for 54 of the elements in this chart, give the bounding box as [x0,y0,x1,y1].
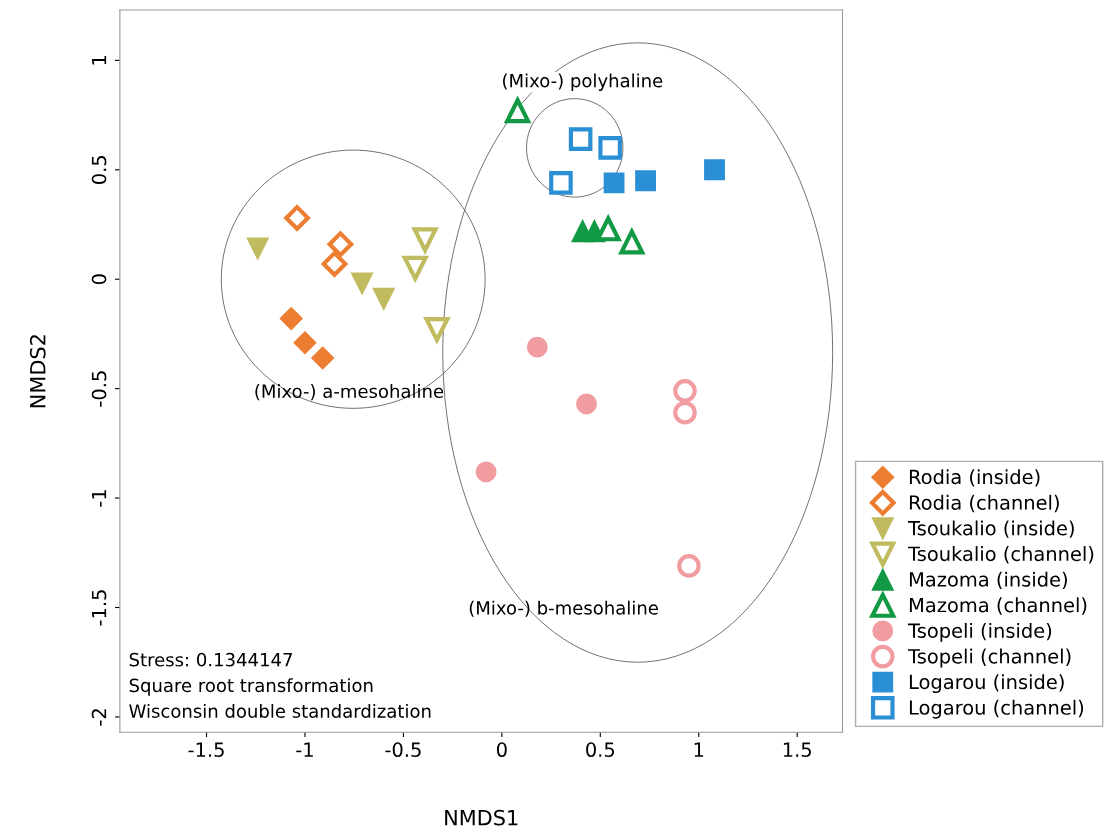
point [293,331,317,355]
point [311,346,335,370]
point [411,227,439,255]
legend-label: Logarou (channel) [909,699,1084,719]
point [673,400,697,425]
point [677,554,701,578]
point [576,393,597,415]
x-tick-label: -0.5 [385,742,421,758]
legend-label: Tsoukalio (inside) [907,520,1074,538]
point [327,231,354,258]
legend-label: Rodia (inside) [909,469,1040,487]
y-axis-title: NMDS2 [29,335,46,408]
point [246,237,269,260]
point [402,255,428,281]
point [549,171,573,195]
point [284,205,310,231]
x-axis-title: NMDS1 [445,809,518,826]
point [423,317,451,345]
legend-label: Tsopeli (inside) [907,622,1052,642]
point [350,272,374,295]
point [526,336,548,358]
legend-label: Logarou (inside) [909,674,1064,694]
legend-label: Tsoukalio (channel) [907,546,1094,564]
point [603,172,625,194]
annotation: (Mixo-) b-mesohaline [469,600,658,617]
y-tick-label: -0.5 [91,371,107,407]
point [475,461,497,483]
y-tick-label: -1 [91,490,107,507]
x-tick-label: 0.5 [586,742,615,758]
point [279,307,303,331]
point [635,170,657,192]
point [321,250,348,277]
y-tick-label: 1 [91,55,107,65]
x-tick-label: -1.5 [188,742,224,758]
point [598,136,622,160]
annotation: Stress: 0.1344147 Square root transformation Wisconsin double standardization [129,652,431,718]
x-tick-label: -1 [296,742,313,757]
legend-label: Mazoma (inside) [909,571,1067,590]
annotation: (Mixo-) polyhaline [503,73,663,91]
annotation: (Mixo-) a-mesohaline [255,384,444,401]
x-tick-label: 0 [496,742,507,758]
x-tick-label: 1.5 [783,742,811,758]
legend-label: Tsopeli (channel) [907,648,1071,668]
y-tick-label: -2 [91,709,107,726]
point [619,229,645,255]
x-tick-label: 1 [694,742,704,757]
point [673,379,697,403]
point [704,159,725,181]
y-tick-label: 0.5 [91,156,107,184]
legend-label: Mazoma (channel) [909,597,1087,615]
legend-label: Rodia (channel) [909,494,1059,513]
point [372,287,395,311]
y-tick-label: 0 [91,274,107,285]
y-tick-label: -1.5 [91,590,107,626]
